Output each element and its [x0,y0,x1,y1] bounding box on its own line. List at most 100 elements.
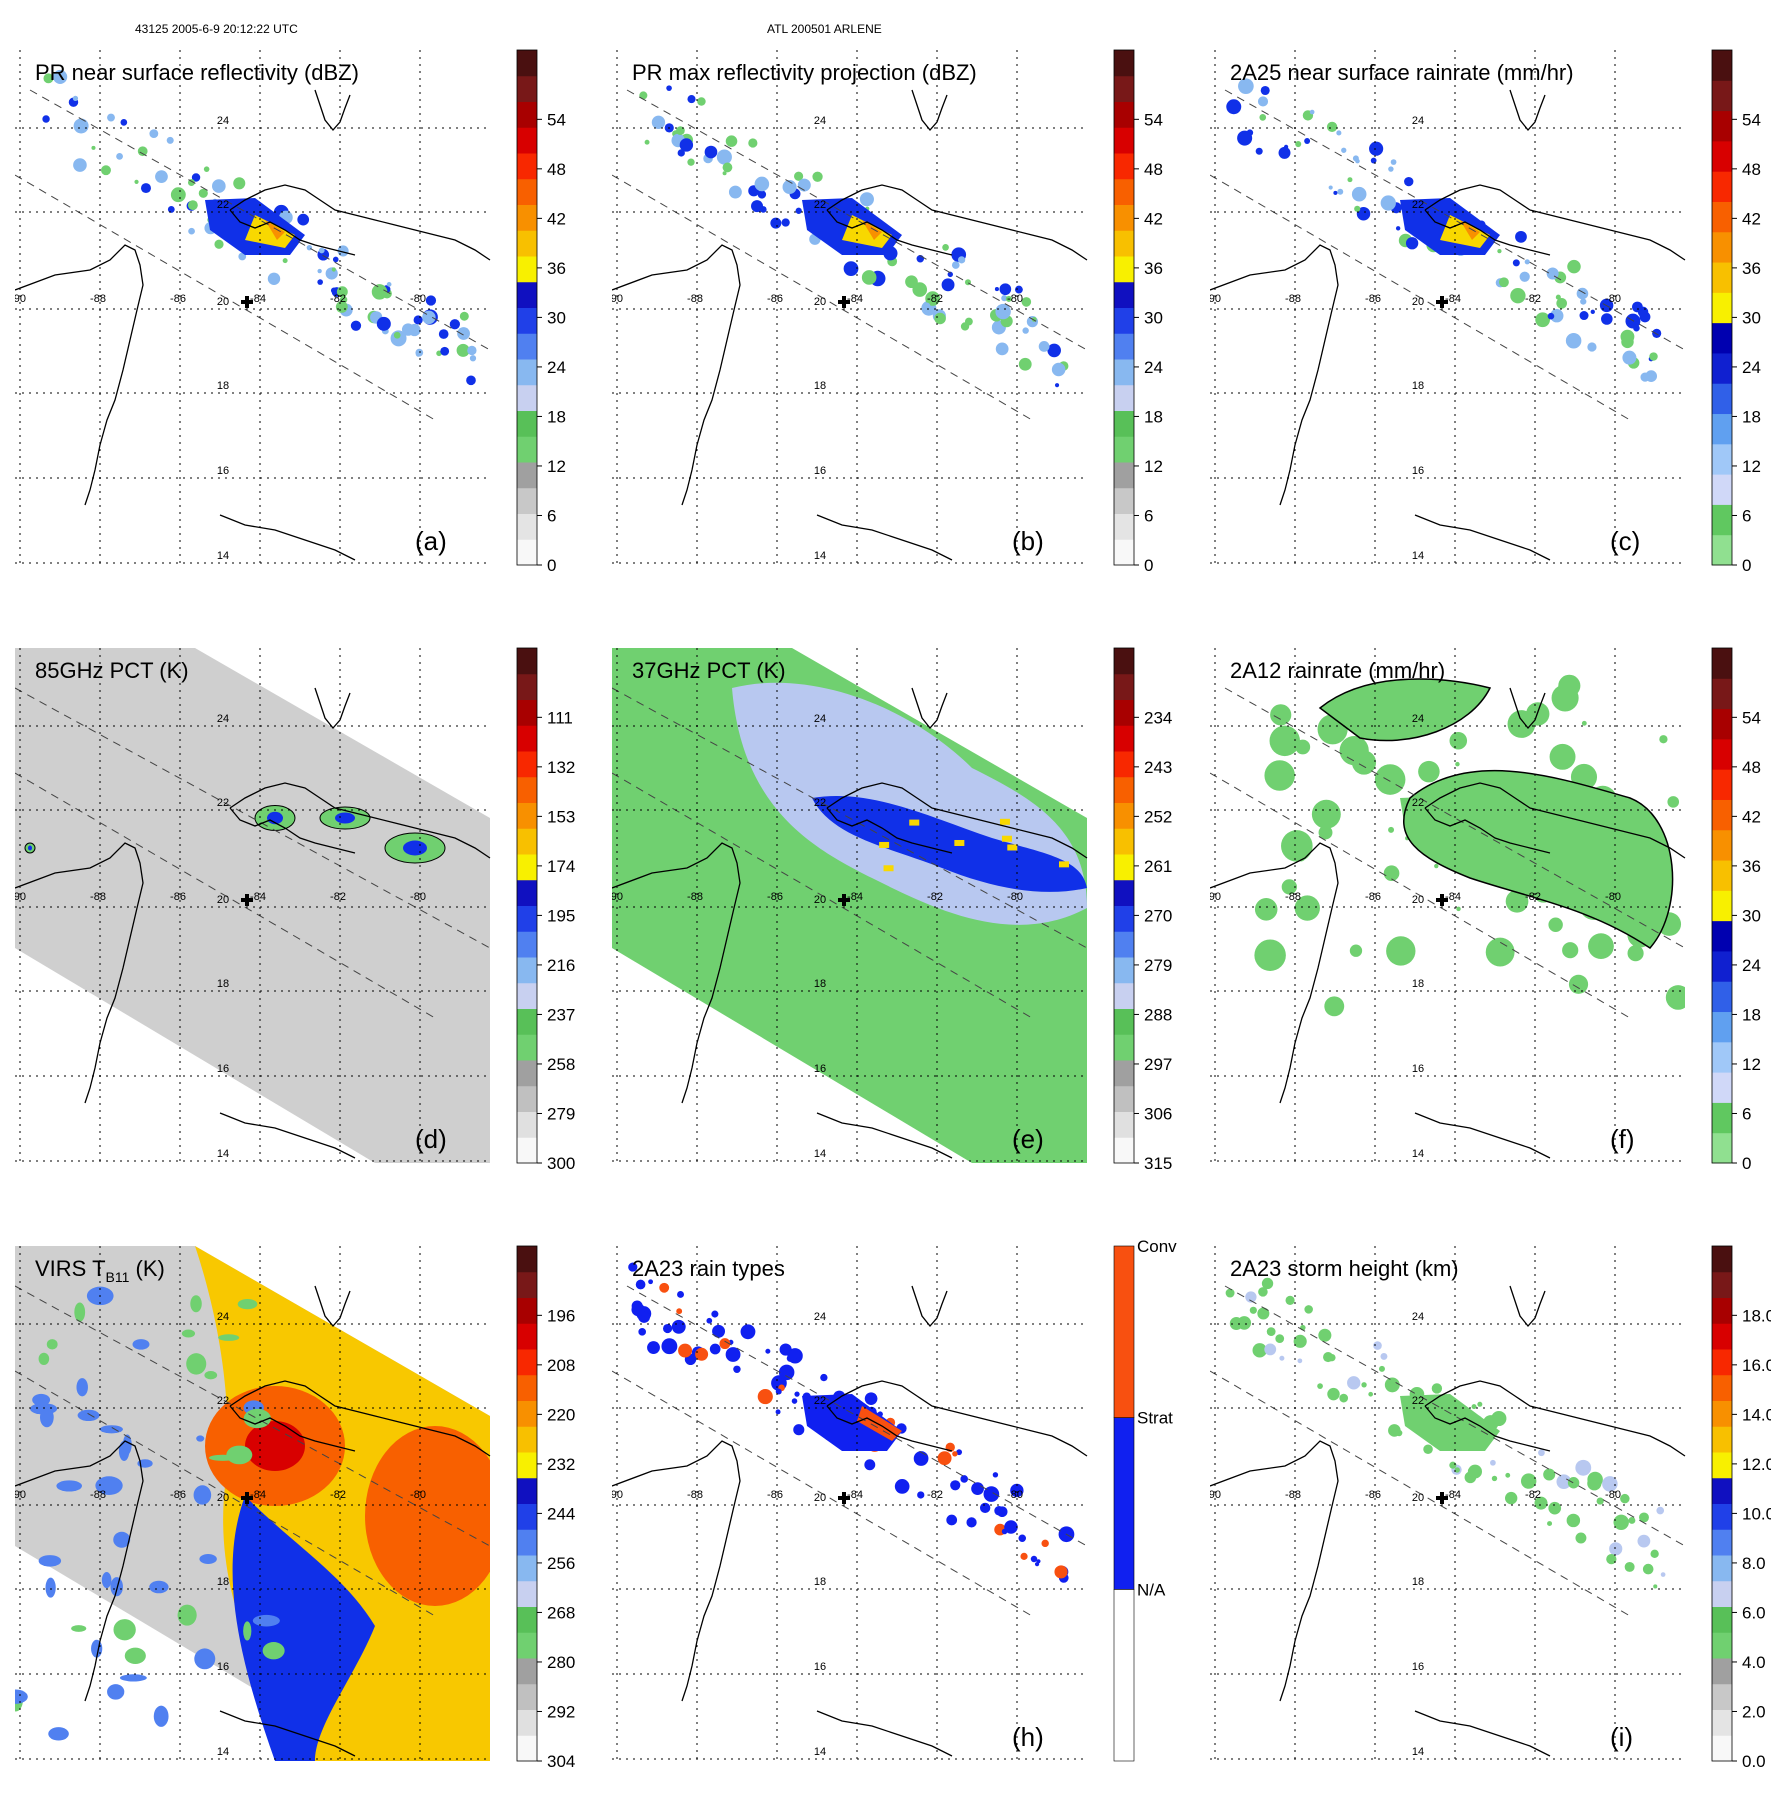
rain-cell [73,118,89,134]
rain-cell [697,97,706,106]
colorbar-tick: 12 [1742,457,1761,476]
colorbar-tick: 270 [1144,906,1172,925]
colorbar-tick: Conv [1137,1237,1177,1256]
lat-label: 18 [217,1576,229,1588]
rain-cell [1264,760,1295,791]
rain-cell [1270,704,1292,726]
colorbar-segment [517,1529,537,1556]
rain-cell [635,1279,646,1290]
coastline [826,1380,1088,1457]
lat-label: 20 [1412,894,1424,906]
colorbar-segment [517,1503,537,1530]
colorbar-frame [1113,49,1135,566]
lon-label: -90 [612,293,623,305]
rain-cell [1038,341,1050,352]
rain-cell [722,171,727,176]
rain-cell [149,129,159,139]
swath-edge [15,772,436,1019]
rain-cell [1275,1334,1285,1343]
rain-cell [1318,1328,1332,1342]
rain-cell [449,319,460,330]
rain-cell [1534,1496,1548,1510]
rain-cell [1543,1468,1556,1481]
data-field [1225,1277,1666,1589]
pct-cell [999,818,1010,825]
coastline [1414,1112,1551,1159]
data-field [42,69,477,386]
lon-label: -84 [250,293,266,305]
rain-cell [1279,1355,1285,1361]
rain-cell [107,113,115,122]
colorbar-segment [517,1580,537,1607]
rain-cell [297,213,310,226]
lon-label: -84 [1445,293,1461,305]
map-area: -90 -88 -86 -84 -82 -80 24 22 20 18 16 14 2A25 near … [1210,49,1761,575]
lon-label: -90 [1210,293,1221,305]
rain-cell [1018,357,1032,371]
swath-edge [612,772,1033,1019]
colorbar-tick: 234 [1144,708,1172,727]
lat-label: 20 [1412,1492,1424,1504]
pct-cell [1001,835,1012,842]
colorbar-segment [517,384,537,411]
colorbar-segment [1712,1102,1732,1134]
coastline [826,1405,953,1452]
rain-cell [1596,1497,1604,1505]
map-area: -90 -88 -86 -84 -82 -80 24 22 20 18 16 14 2A23 storm… [1210,1245,1771,1771]
colorbar-tick: 48 [1144,160,1163,179]
storm-core [1460,220,1480,240]
colorbar-segment [517,101,537,128]
lon-label: -88 [687,891,703,903]
rain-cell [1269,725,1300,757]
colorbar-segment [517,1297,537,1324]
rain-cell [191,173,201,182]
colorbar-segment [1712,1374,1732,1401]
colorbar-tick: 4.0 [1742,1653,1766,1672]
colorbar-segment [1712,1658,1732,1685]
cloud-fragment [193,1485,212,1505]
lat-label: 24 [217,115,229,127]
pct-core [403,840,427,856]
coastline [1424,782,1686,859]
cloud-fragment [113,1531,131,1548]
colorbar-tick: 153 [547,807,575,826]
colorbar-segment [1114,333,1134,360]
colorbar-segment [1114,75,1134,102]
colorbar: 0 6 12 18 24 30 36 42 48 54 [1711,647,1761,1173]
storm-center-icon [241,894,253,906]
rain-cell [1566,1513,1581,1528]
rain-cell [1576,287,1589,300]
colorbar-segment [1712,352,1732,384]
rain-cell [952,1451,958,1457]
rain-cell [864,1459,876,1471]
cloud-fragment [119,1674,147,1682]
lon-label: -86 [767,293,783,305]
panel-label: (a) [415,526,447,556]
storm-core [1440,215,1490,248]
rain-cell [1485,937,1515,967]
rain-cell [1637,1534,1651,1548]
lon-label: -90 [15,1489,26,1501]
colorbar-tick: 18 [547,407,566,426]
rain-cell [1225,1288,1235,1298]
colorbar-tick: 132 [547,758,575,777]
colorbar-tick: 18 [1144,407,1163,426]
coastline [911,1285,948,1328]
data-field [628,1262,1075,1583]
rain-cell [934,312,946,325]
rain-cell [994,287,999,292]
rain-cell [1390,159,1397,165]
colorbar-tick: 244 [547,1504,575,1523]
colorbar-segment [517,1658,537,1685]
swath-edge [626,1285,1088,1547]
cloud-fragment [99,1425,123,1434]
colorbar-segment [517,256,537,283]
pct-cold-region [812,796,1087,892]
colorbar-tick: 48 [1742,758,1761,777]
rain-cell [188,227,195,235]
lon-label: -82 [1525,1489,1541,1501]
rain-cell [1261,1277,1274,1290]
storm-center-icon [241,296,253,308]
rain-cell [1259,114,1267,121]
colorbar-segment [1712,413,1732,445]
